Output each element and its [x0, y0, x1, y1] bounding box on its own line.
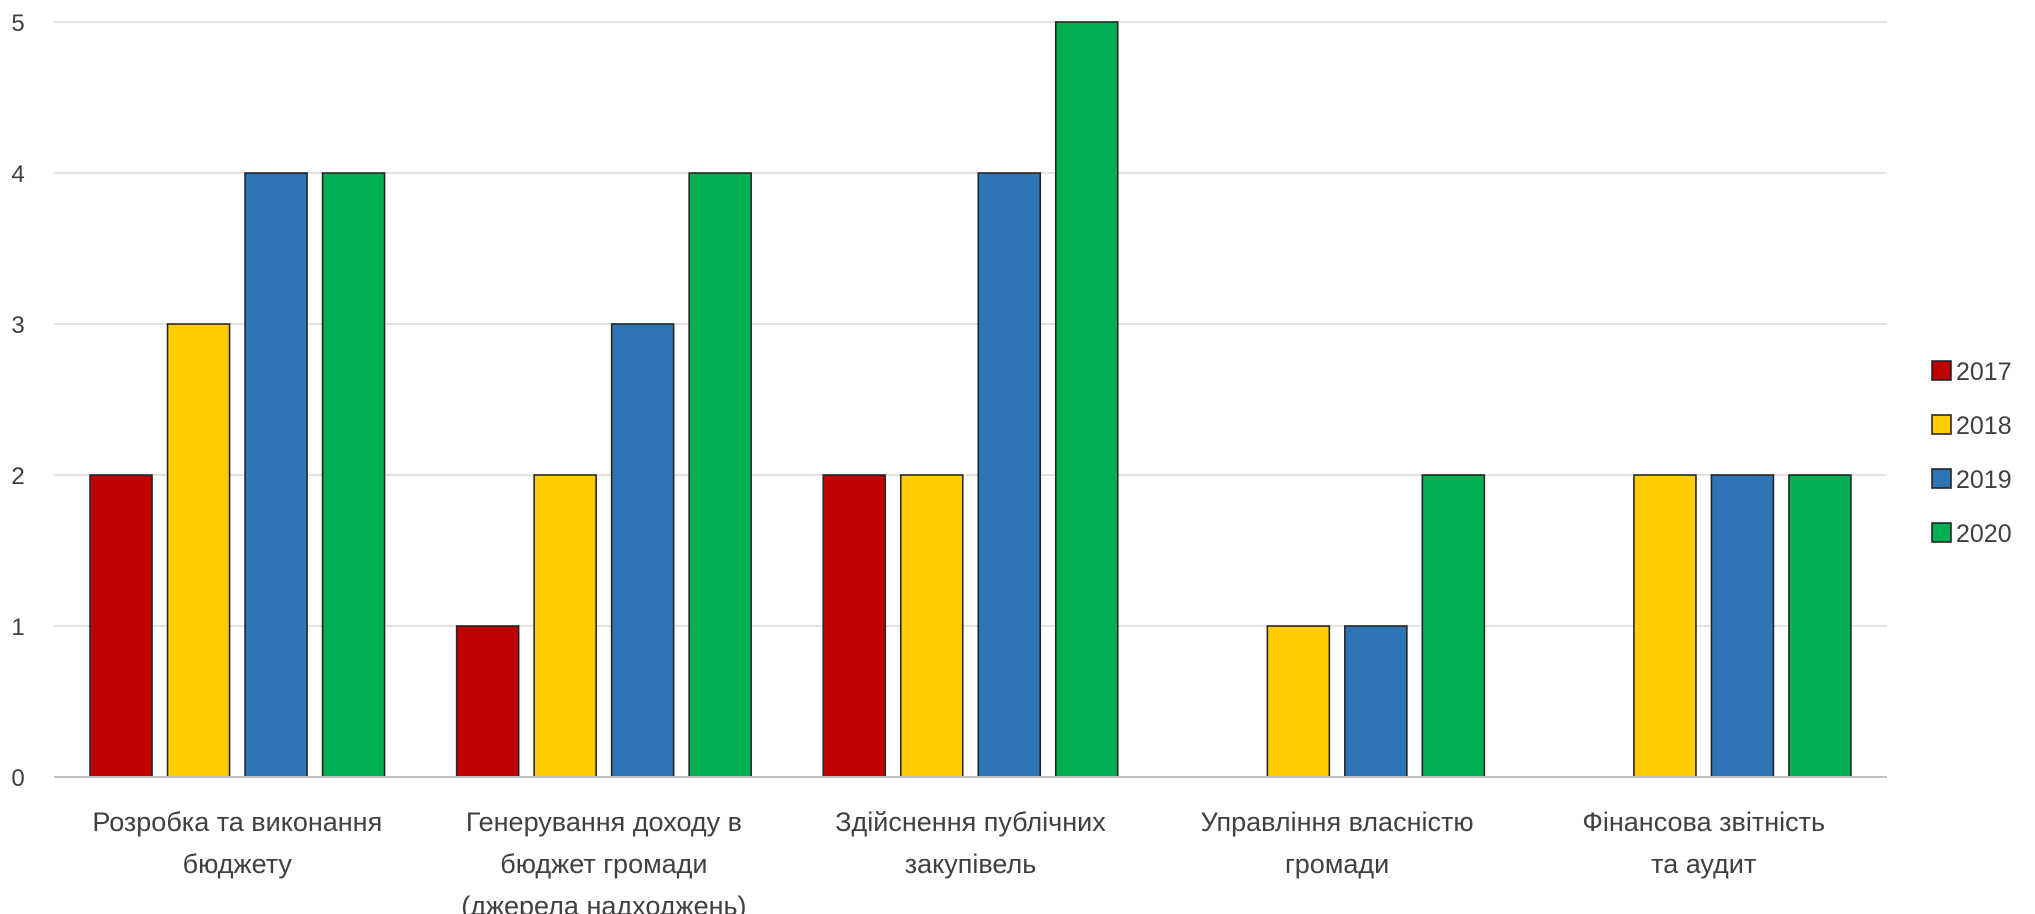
- legend-swatch: [1931, 522, 1952, 543]
- y-tick-label: 1: [11, 614, 24, 641]
- category-label-line: Управління власністю: [1201, 807, 1474, 837]
- category-label: Генерування доходу в бюджет громади (джере…: [461, 807, 746, 914]
- legend-label: 2018: [1956, 412, 2012, 440]
- category-label: Розробка та виконання бюджету: [92, 807, 382, 879]
- bar-2020-category-5: [1788, 474, 1852, 778]
- x-axis-category-labels: Розробка та виконання бюджету Генерування …: [92, 807, 1825, 914]
- category-label: Фінансова звітність та аудит: [1582, 807, 1825, 879]
- bar-2020-category-4: [1421, 474, 1486, 778]
- y-tick-label: 4: [11, 161, 24, 188]
- legend-swatch: [1931, 360, 1952, 381]
- bar-2018-category-5: [1633, 474, 1697, 778]
- category-label-line: Здійснення публічних: [835, 807, 1106, 837]
- category-label-line: бюджету: [183, 849, 293, 879]
- bar-2018-category-4: [1266, 625, 1331, 778]
- y-tick-label: 5: [11, 10, 24, 37]
- legend-swatch: [1931, 468, 1952, 489]
- category-label: Управління власністю громади: [1201, 807, 1474, 879]
- bar-2020-category-2: [688, 172, 752, 778]
- legend-item-2020: 2020: [1931, 520, 2012, 548]
- category-label-line: Генерування доходу в: [466, 807, 742, 837]
- bar-2019-category-2: [610, 323, 675, 778]
- bar-2017-category-3: [822, 474, 887, 778]
- y-tick-label: 2: [11, 463, 24, 490]
- bar-2017-category-2: [455, 625, 520, 778]
- bar-2019-category-5: [1710, 474, 1775, 778]
- bar-2019-category-1: [244, 172, 308, 778]
- bar-2019-category-4: [1344, 625, 1408, 778]
- legend-item-2019: 2019: [1931, 466, 2012, 494]
- legend-label: 2019: [1956, 466, 2012, 494]
- bars: [89, 21, 1852, 778]
- bar-2020-category-1: [321, 172, 386, 778]
- y-tick-label: 0: [11, 765, 24, 792]
- legend-item-2017: 2017: [1931, 358, 2012, 386]
- category-label-line: Розробка та виконання: [92, 807, 382, 837]
- bar-2018-category-3: [899, 474, 964, 778]
- legend-label: 2020: [1956, 520, 2012, 548]
- category-label-line: закупівель: [905, 849, 1037, 879]
- legend-label: 2017: [1956, 358, 2012, 386]
- category-label-line: бюджет громади: [500, 849, 707, 879]
- legend: 2017 2018 2019 2020: [1931, 358, 2012, 548]
- category-label: Здійснення публічних закупівель: [835, 807, 1106, 879]
- category-label-line: громади: [1285, 849, 1389, 879]
- y-tick-label: 3: [11, 312, 24, 339]
- category-label-line: (джерела надходжень): [461, 891, 746, 914]
- category-label-line: Фінансова звітність: [1582, 807, 1825, 837]
- bar-2017-category-1: [89, 474, 153, 778]
- bar-2018-category-2: [533, 474, 597, 778]
- bar-2018-category-1: [166, 323, 231, 778]
- bar-2019-category-3: [977, 172, 1042, 778]
- y-axis-tick-labels: 0 1 2 3 4 5: [11, 10, 24, 792]
- category-label-line: та аудит: [1651, 849, 1756, 879]
- bar-2020-category-3: [1054, 21, 1119, 778]
- legend-item-2018: 2018: [1931, 412, 2012, 440]
- legend-swatch: [1931, 414, 1952, 435]
